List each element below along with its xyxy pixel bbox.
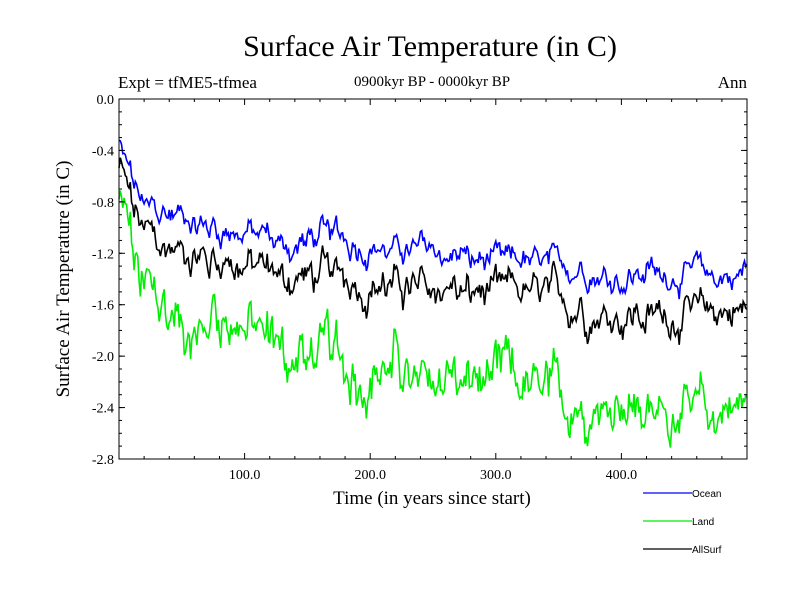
y-tick-label: -2.8 (92, 453, 114, 468)
y-tick-label: -0.8 (92, 196, 114, 211)
x-tick-label: 400.0 (606, 468, 638, 483)
y-axis: 0.0 -0.4 -0.8 -1.2 -1.6 -2.0 -2.4 -2.8 (92, 93, 747, 468)
y-tick-label: 0.0 (97, 93, 115, 108)
chart-subtitle: 0900kyr BP - 0000kyr BP (354, 74, 510, 90)
legend-label-land: Land (692, 517, 714, 528)
legend: Ocean Land AllSurf (643, 489, 722, 556)
series-line-ocean (118, 139, 748, 300)
x-tick-label: 300.0 (480, 468, 512, 483)
expt-label: Expt = tfME5-tfmea (118, 73, 257, 92)
legend-label-allsurf: AllSurf (692, 545, 722, 556)
x-axis: 100.0 200.0 300.0 400.0 (143, 99, 723, 483)
plot-frame (118, 98, 748, 460)
y-axis-title: Surface Air Temperature (in C) (53, 161, 74, 398)
chart-title: Surface Air Temperature (in C) (243, 30, 617, 63)
y-tick-label: -0.4 (92, 144, 114, 159)
y-tick-label: -1.6 (92, 299, 114, 314)
y-tick-label: -1.2 (92, 247, 114, 262)
series-line-allsurf (118, 157, 748, 345)
x-axis-title: Time (in years since start) (333, 488, 531, 509)
x-tick-label: 100.0 (229, 468, 261, 483)
x-tick-label: 200.0 (354, 468, 386, 483)
series-layer (118, 139, 748, 448)
season-label: Ann (718, 73, 748, 92)
legend-label-ocean: Ocean (692, 489, 721, 500)
y-tick-label: -2.4 (92, 402, 114, 417)
series-line-land (118, 190, 748, 448)
y-tick-label: -2.0 (92, 350, 114, 365)
